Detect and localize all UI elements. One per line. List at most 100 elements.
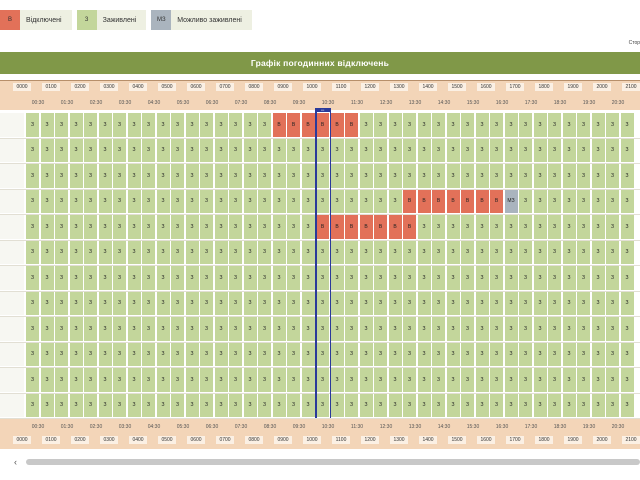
schedule-cell[interactable]: З: [171, 240, 184, 264]
schedule-cell[interactable]: З: [403, 291, 416, 315]
schedule-cell[interactable]: З: [417, 291, 431, 315]
schedule-cell[interactable]: З: [301, 240, 315, 264]
schedule-cell[interactable]: З: [519, 266, 532, 290]
schedule-cell[interactable]: З: [200, 164, 213, 188]
schedule-cell[interactable]: З: [417, 317, 431, 341]
schedule-cell[interactable]: З: [156, 113, 170, 137]
schedule-cell[interactable]: З: [84, 317, 97, 341]
schedule-cell[interactable]: З: [229, 189, 242, 213]
schedule-cell[interactable]: З: [359, 393, 373, 417]
schedule-cell[interactable]: З: [98, 368, 112, 392]
scroll-left-icon[interactable]: ‹: [14, 457, 17, 467]
schedule-cell[interactable]: З: [620, 368, 634, 392]
schedule-cell[interactable]: З: [200, 291, 213, 315]
schedule-cell[interactable]: З: [490, 291, 503, 315]
schedule-cell[interactable]: З: [127, 317, 141, 341]
schedule-cell[interactable]: З: [475, 113, 489, 137]
schedule-cell[interactable]: З: [243, 189, 257, 213]
schedule-cell[interactable]: З: [84, 138, 97, 162]
schedule-cell[interactable]: З: [388, 189, 402, 213]
schedule-cell[interactable]: З: [359, 138, 373, 162]
horizontal-scrollbar[interactable]: ‹: [0, 456, 640, 468]
schedule-cell[interactable]: З: [620, 240, 634, 264]
schedule-cell[interactable]: З: [533, 240, 547, 264]
schedule-cell[interactable]: З: [345, 266, 358, 290]
schedule-cell[interactable]: З: [113, 164, 126, 188]
schedule-cell[interactable]: З: [403, 266, 416, 290]
schedule-cell[interactable]: З: [84, 393, 97, 417]
schedule-cell[interactable]: З: [142, 342, 155, 366]
schedule-cell[interactable]: З: [519, 240, 532, 264]
schedule-cell[interactable]: З: [258, 368, 271, 392]
schedule-cell[interactable]: З: [620, 266, 634, 290]
schedule-cell[interactable]: З: [374, 291, 387, 315]
schedule-cell[interactable]: З: [156, 189, 170, 213]
schedule-cell[interactable]: З: [562, 393, 576, 417]
schedule-cell[interactable]: З: [171, 215, 184, 239]
schedule-cell[interactable]: З: [562, 189, 576, 213]
schedule-cell[interactable]: З: [446, 291, 460, 315]
schedule-cell[interactable]: В: [432, 189, 445, 213]
schedule-cell[interactable]: З: [301, 164, 315, 188]
schedule-cell[interactable]: З: [403, 342, 416, 366]
schedule-cell[interactable]: В: [388, 215, 402, 239]
schedule-cell[interactable]: З: [229, 291, 242, 315]
schedule-cell[interactable]: З: [185, 138, 199, 162]
schedule-cell[interactable]: З: [461, 215, 474, 239]
schedule-cell[interactable]: З: [533, 266, 547, 290]
schedule-cell[interactable]: З: [171, 113, 184, 137]
schedule-cell[interactable]: З: [26, 215, 39, 239]
schedule-cell[interactable]: З: [127, 215, 141, 239]
schedule-cell[interactable]: З: [258, 215, 271, 239]
schedule-cell[interactable]: З: [606, 291, 619, 315]
schedule-cell[interactable]: З: [287, 317, 300, 341]
schedule-cell[interactable]: З: [490, 368, 503, 392]
schedule-cell[interactable]: З: [301, 266, 315, 290]
schedule-cell[interactable]: З: [388, 342, 402, 366]
schedule-cell[interactable]: З: [577, 291, 590, 315]
schedule-cell[interactable]: З: [591, 266, 605, 290]
schedule-cell[interactable]: З: [127, 342, 141, 366]
schedule-cell[interactable]: З: [591, 240, 605, 264]
schedule-cell[interactable]: З: [446, 164, 460, 188]
schedule-cell[interactable]: З: [374, 138, 387, 162]
schedule-cell[interactable]: З: [272, 164, 286, 188]
schedule-cell[interactable]: З: [258, 240, 271, 264]
schedule-cell[interactable]: З: [504, 215, 518, 239]
schedule-cell[interactable]: З: [171, 317, 184, 341]
schedule-cell[interactable]: З: [40, 240, 54, 264]
schedule-cell[interactable]: З: [316, 368, 329, 392]
schedule-cell[interactable]: З: [55, 291, 68, 315]
schedule-cell[interactable]: З: [577, 138, 590, 162]
schedule-cell[interactable]: З: [69, 113, 83, 137]
schedule-cell[interactable]: З: [200, 240, 213, 264]
schedule-cell[interactable]: З: [345, 368, 358, 392]
schedule-cell[interactable]: З: [142, 138, 155, 162]
schedule-cell[interactable]: З: [142, 215, 155, 239]
schedule-cell[interactable]: З: [84, 291, 97, 315]
schedule-cell[interactable]: З: [69, 393, 83, 417]
schedule-cell[interactable]: З: [562, 368, 576, 392]
schedule-cell[interactable]: З: [461, 138, 474, 162]
schedule-cell[interactable]: З: [374, 342, 387, 366]
schedule-cell[interactable]: З: [200, 189, 213, 213]
schedule-cell[interactable]: З: [258, 189, 271, 213]
schedule-cell[interactable]: З: [475, 266, 489, 290]
schedule-cell[interactable]: З: [548, 291, 561, 315]
schedule-cell[interactable]: З: [200, 317, 213, 341]
schedule-cell[interactable]: З: [142, 291, 155, 315]
schedule-cell[interactable]: З: [55, 240, 68, 264]
schedule-cell[interactable]: З: [577, 215, 590, 239]
schedule-cell[interactable]: З: [475, 317, 489, 341]
schedule-cell[interactable]: З: [243, 164, 257, 188]
schedule-cell[interactable]: З: [142, 189, 155, 213]
schedule-cell[interactable]: МЗ: [504, 189, 518, 213]
schedule-cell[interactable]: З: [562, 266, 576, 290]
schedule-cell[interactable]: З: [127, 368, 141, 392]
schedule-cell[interactable]: З: [519, 189, 532, 213]
schedule-cell[interactable]: З: [40, 291, 54, 315]
schedule-cell[interactable]: В: [316, 113, 329, 137]
schedule-cell[interactable]: З: [287, 189, 300, 213]
schedule-cell[interactable]: З: [214, 291, 228, 315]
schedule-cell[interactable]: З: [403, 164, 416, 188]
